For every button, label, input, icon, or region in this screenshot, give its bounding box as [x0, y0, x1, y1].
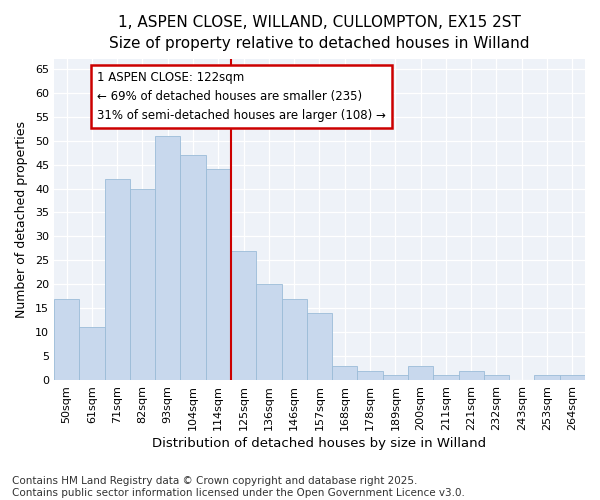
Bar	[458, 370, 484, 380]
X-axis label: Distribution of detached houses by size in Willand: Distribution of detached houses by size …	[152, 437, 487, 450]
Bar	[79, 328, 104, 380]
Bar	[433, 376, 458, 380]
Title: 1, ASPEN CLOSE, WILLAND, CULLOMPTON, EX15 2ST
Size of property relative to detac: 1, ASPEN CLOSE, WILLAND, CULLOMPTON, EX1…	[109, 15, 530, 51]
Bar	[181, 155, 206, 380]
Bar	[383, 376, 408, 380]
Bar	[206, 170, 231, 380]
Bar	[332, 366, 358, 380]
Bar	[535, 376, 560, 380]
Bar	[281, 298, 307, 380]
Bar	[104, 179, 130, 380]
Bar	[155, 136, 181, 380]
Bar	[560, 376, 585, 380]
Y-axis label: Number of detached properties: Number of detached properties	[15, 121, 28, 318]
Text: 1 ASPEN CLOSE: 122sqm
← 69% of detached houses are smaller (235)
31% of semi-det: 1 ASPEN CLOSE: 122sqm ← 69% of detached …	[97, 71, 386, 122]
Bar	[358, 370, 383, 380]
Bar	[130, 188, 155, 380]
Bar	[54, 298, 79, 380]
Bar	[307, 313, 332, 380]
Text: Contains HM Land Registry data © Crown copyright and database right 2025.
Contai: Contains HM Land Registry data © Crown c…	[12, 476, 465, 498]
Bar	[484, 376, 509, 380]
Bar	[256, 284, 281, 380]
Bar	[231, 251, 256, 380]
Bar	[408, 366, 433, 380]
